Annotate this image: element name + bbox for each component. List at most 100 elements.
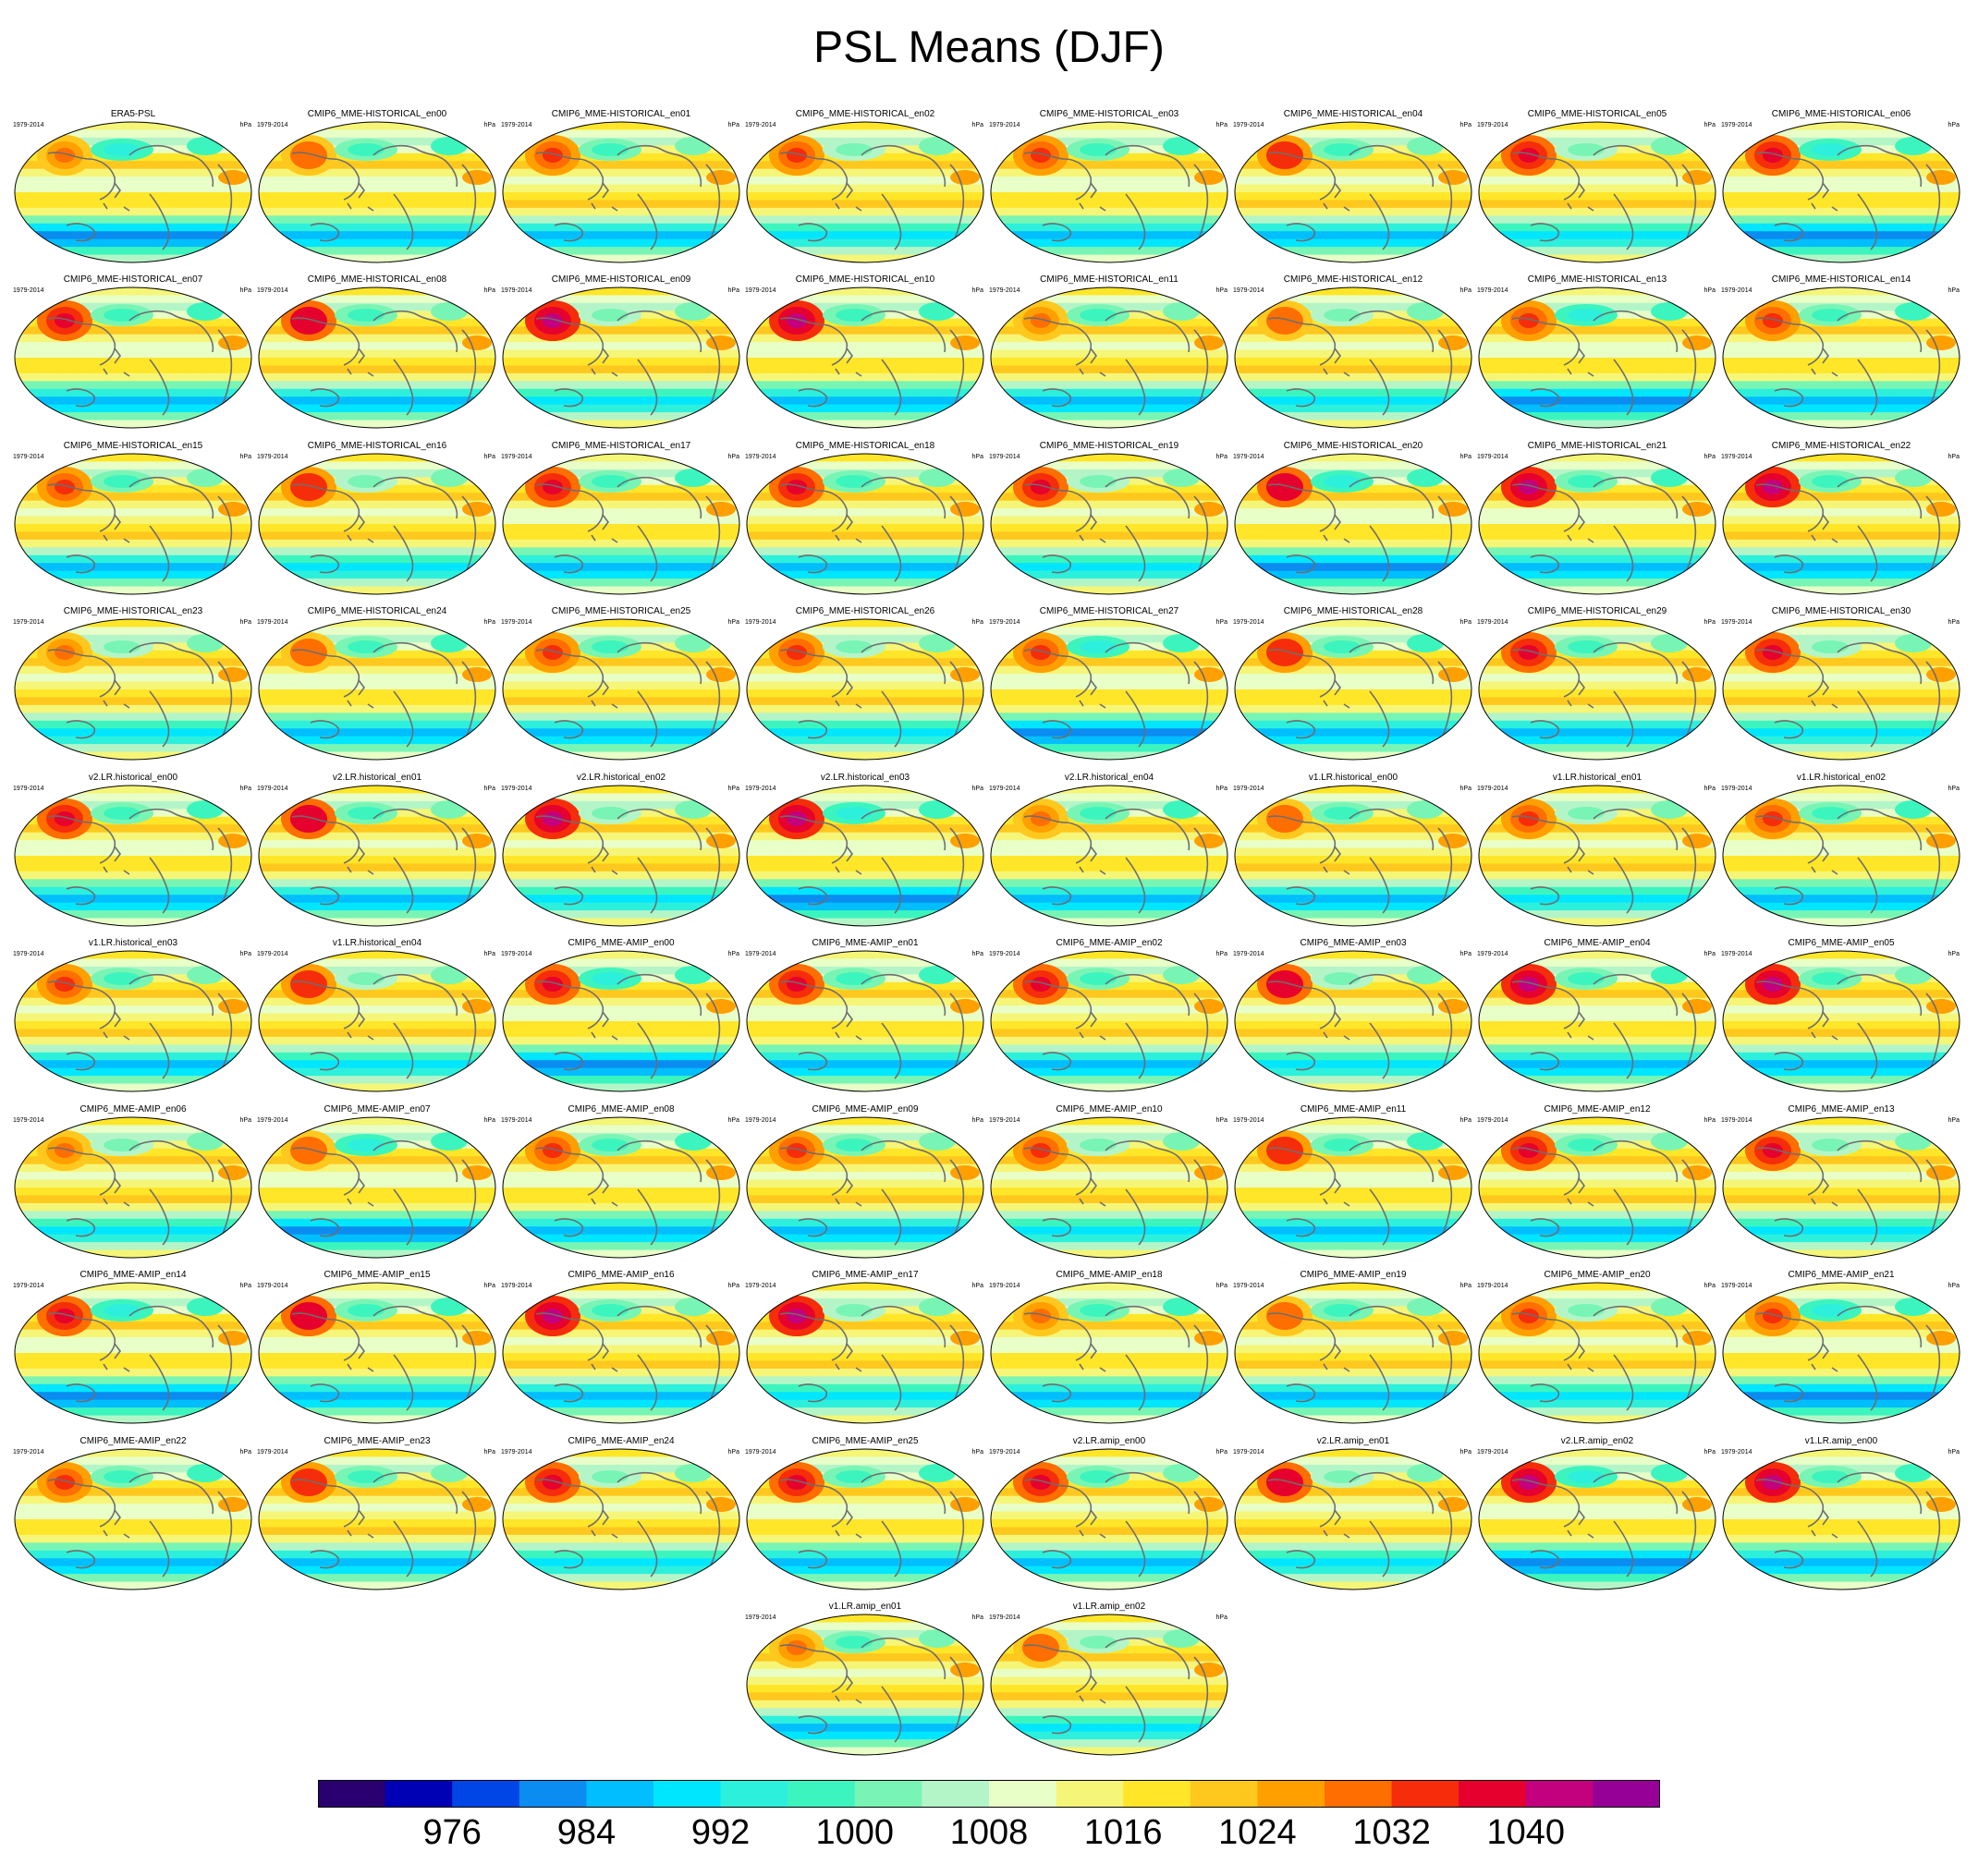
psl-band — [15, 918, 251, 926]
psl-band — [259, 1226, 495, 1236]
psl-band — [991, 863, 1227, 872]
psl-map — [746, 785, 984, 927]
siberian-high — [543, 1143, 563, 1158]
psl-band — [747, 793, 983, 802]
map-panel: CMIP6_MME-HISTORICAL_en16 1979-2014 hPa — [255, 441, 499, 596]
psl-band — [747, 539, 983, 548]
coastline — [835, 347, 862, 377]
psl-band — [1235, 847, 1471, 857]
psl-band — [503, 570, 739, 579]
siberian-high — [1031, 313, 1051, 328]
psl-band — [991, 1574, 1227, 1583]
psl-band — [1723, 454, 1960, 463]
psl-band — [15, 1067, 251, 1077]
psl-band — [1479, 231, 1715, 240]
coastline — [1837, 310, 1923, 353]
psl-band — [1723, 713, 1960, 722]
psl-band — [1723, 570, 1960, 579]
psl-band — [15, 1368, 251, 1377]
subpolar-low — [675, 469, 712, 487]
psl-band — [1479, 1407, 1715, 1417]
psl-band — [1235, 1242, 1471, 1251]
map-panel: CMIP6_MME-HISTORICAL_en30 1979-2014 hPa — [1719, 606, 1963, 761]
psl-band — [1723, 793, 1960, 802]
colorbar-swatch — [788, 1780, 856, 1808]
psl-band — [991, 1060, 1227, 1069]
coastline — [128, 1139, 214, 1183]
coastline — [861, 641, 946, 685]
coastline — [128, 973, 214, 1017]
psl-band — [15, 1083, 251, 1091]
psl-band — [991, 1234, 1227, 1243]
psl-band — [15, 231, 251, 240]
psl-map — [1234, 1282, 1472, 1424]
subtropical-high — [950, 667, 980, 682]
coastline — [1774, 1383, 1804, 1403]
psl-band — [1479, 122, 1715, 131]
subpolar-low — [592, 143, 629, 156]
psl-band — [991, 122, 1227, 131]
psl-band — [747, 1163, 983, 1173]
psl-band — [991, 524, 1227, 533]
psl-band — [1479, 184, 1715, 193]
psl-band — [1479, 681, 1715, 690]
psl-band — [259, 1060, 495, 1069]
psl-band — [15, 349, 251, 359]
panel-title: CMIP6_MME-HISTORICAL_en25 — [551, 606, 691, 616]
coastline — [1349, 144, 1435, 188]
psl-band — [1479, 412, 1715, 421]
coastline — [1286, 554, 1316, 574]
subpolar-low — [1080, 1139, 1117, 1151]
panel-unit-label: hPa — [1459, 786, 1471, 792]
psl-band — [747, 1392, 983, 1401]
psl-band — [747, 1449, 983, 1458]
subpolar-low — [431, 137, 468, 155]
psl-band — [15, 1519, 251, 1529]
psl-band — [991, 840, 1227, 849]
psl-band — [15, 736, 251, 745]
psl-band — [503, 619, 739, 628]
psl-map — [258, 1448, 496, 1590]
psl-band — [15, 1383, 251, 1393]
psl-band — [15, 223, 251, 232]
panel-period-label: 1979-2014 — [1477, 619, 1508, 626]
psl-band — [991, 997, 1227, 1006]
subtropical-high — [1926, 1331, 1956, 1346]
subpolar-low — [919, 634, 956, 652]
psl-band — [15, 461, 251, 470]
psl-band — [1723, 516, 1960, 525]
psl-band — [747, 1399, 983, 1408]
psl-band — [259, 1383, 495, 1393]
coastline — [1437, 164, 1453, 241]
subpolar-low — [104, 309, 140, 322]
psl-band — [1723, 254, 1960, 262]
subpolar-low — [1163, 1464, 1200, 1482]
panel-period-label: 1979-2014 — [1477, 287, 1508, 294]
psl-band — [991, 895, 1227, 904]
psl-band — [15, 1036, 251, 1045]
psl-band — [15, 254, 251, 262]
coastline — [705, 329, 721, 407]
psl-band — [991, 381, 1227, 390]
psl-band — [1479, 1234, 1715, 1243]
subpolar-low — [1407, 1132, 1444, 1151]
psl-band — [747, 1337, 983, 1346]
subpolar-low — [187, 1132, 224, 1151]
psl-band — [1723, 786, 1960, 795]
psl-band — [15, 786, 251, 795]
psl-map — [1722, 1448, 1960, 1590]
coastline — [1837, 641, 1923, 685]
psl-band — [259, 168, 495, 177]
coastline — [1079, 514, 1106, 543]
siberian-high — [1519, 148, 1539, 163]
psl-band — [15, 665, 251, 675]
psl-band — [503, 1290, 739, 1299]
subpolar-low — [1812, 640, 1849, 653]
subpolar-low — [104, 475, 140, 488]
coastline — [1925, 1491, 1941, 1568]
psl-band — [259, 1179, 495, 1188]
psl-band — [1479, 1511, 1715, 1520]
coastline — [1267, 981, 1337, 1029]
psl-band — [503, 122, 739, 131]
panel-unit-label: hPa — [1947, 122, 1960, 128]
